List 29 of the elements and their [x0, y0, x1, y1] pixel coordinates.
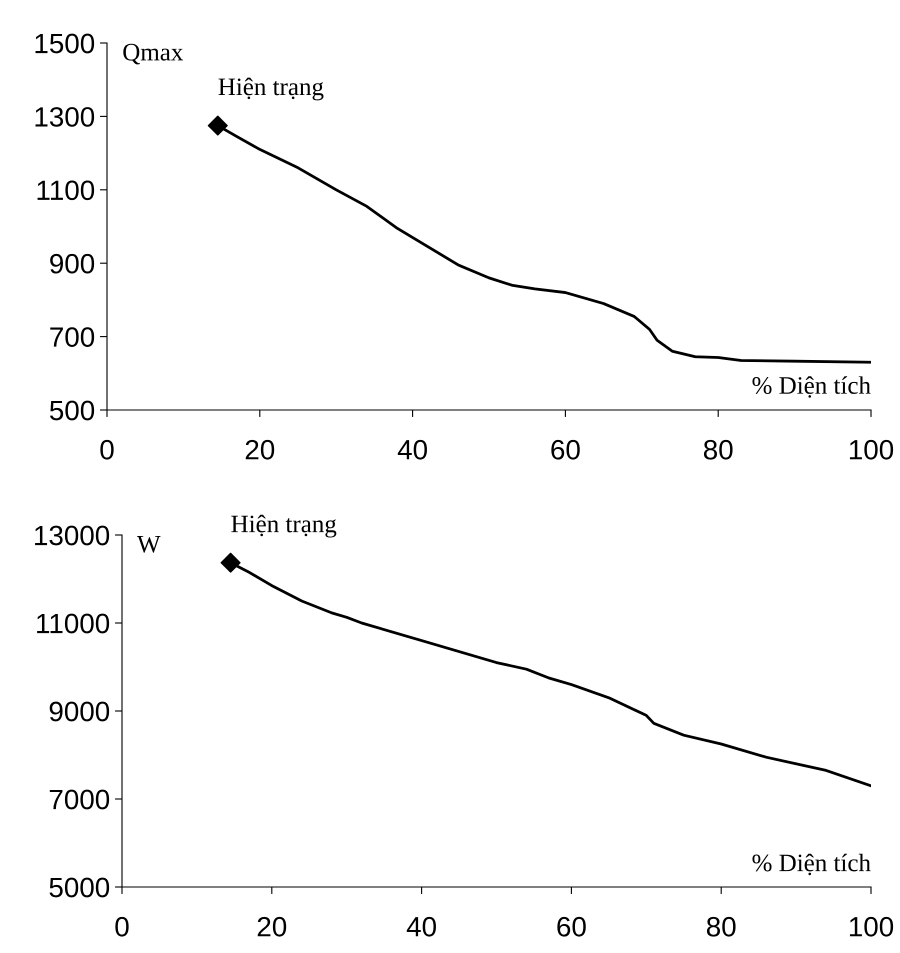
x-tick-label: 80 [706, 916, 736, 937]
y-tick-label: 5000 [50, 878, 110, 898]
annotation: Hiện trạng [231, 514, 336, 538]
x-tick-label: 80 [704, 440, 733, 460]
x-tick-label: 0 [115, 916, 129, 937]
x-tick-label: 100 [850, 440, 894, 460]
x-axis-title: % Diện tích [752, 376, 871, 398]
annotation: Hiện trạng [218, 78, 324, 100]
x-tick-label: 20 [246, 440, 274, 460]
y-tick-label: 9000 [50, 702, 110, 722]
y-tick-label: 13000 [35, 526, 110, 546]
x-tick-label: 20 [258, 916, 286, 937]
y-tick-label: 11000 [37, 614, 110, 634]
x-tick-label: 100 [850, 916, 894, 937]
y-tick-label: 7000 [50, 790, 110, 810]
y-tick-label: 900 [50, 254, 94, 274]
y-axis-title: W [137, 536, 161, 553]
y-tick-label: 1300 [36, 107, 94, 127]
x-tick-label: 40 [406, 916, 436, 937]
x-tick-label: 60 [557, 916, 586, 937]
y-axis-title: Qmax [123, 44, 184, 64]
x-axis-title: % Diện tích [752, 854, 871, 876]
x-tick-label: 0 [100, 440, 114, 460]
x-tick-label: 60 [551, 440, 580, 460]
x-tick-label: 40 [398, 440, 427, 460]
y-tick-label: 1500 [36, 34, 94, 54]
y-tick-label: 1100 [38, 180, 94, 200]
y-tick-label: 700 [50, 327, 94, 347]
y-tick-label: 500 [50, 400, 94, 420]
